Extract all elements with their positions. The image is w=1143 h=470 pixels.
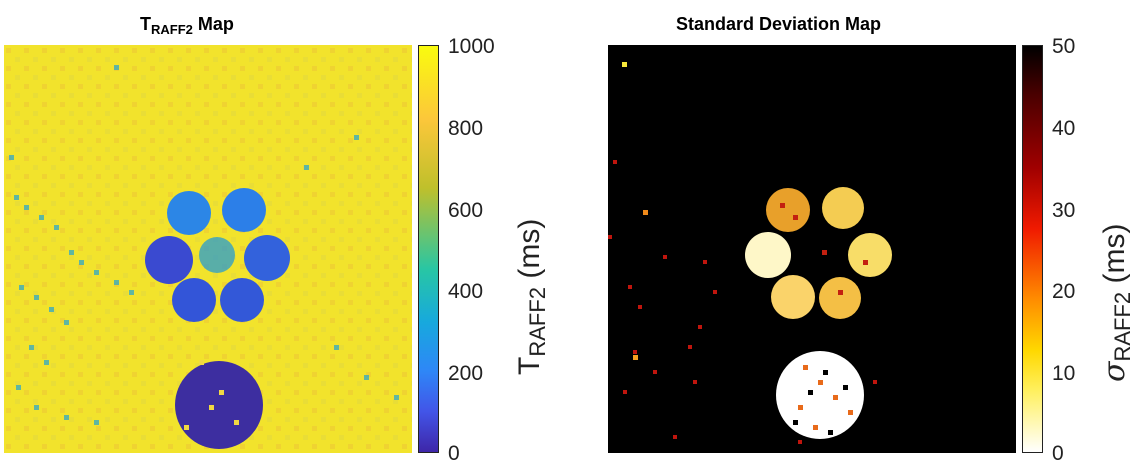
left-map-title: TRAFF2 Map [140, 14, 234, 37]
cbar-tick: 400 [448, 280, 484, 303]
label-unit: (ms) [1098, 223, 1131, 292]
title-sub: RAFF2 [151, 22, 193, 37]
sd-map-image [608, 45, 1016, 453]
label-sub: RAFF2 [1110, 291, 1135, 362]
cbar-tick: 600 [448, 199, 484, 222]
cbar-tick: 40 [1052, 117, 1076, 140]
label-symbol: σ [1097, 361, 1132, 382]
cbar-tick: 1000 [448, 35, 495, 58]
cbar-tick: 0 [1052, 442, 1064, 465]
vial-array [745, 187, 892, 439]
cbar-tick: 0 [448, 442, 460, 465]
trapp2-map-image [4, 45, 412, 453]
cbar-tick: 200 [448, 362, 484, 385]
cbar-tick: 30 [1052, 199, 1076, 222]
vial-array [145, 188, 290, 449]
label-sub: RAFF2 [525, 286, 550, 357]
trapp2-colorbar-label: TRAFF2 (ms) [513, 219, 551, 375]
sd-colorbar-label: σRAFF2 (ms) [1097, 224, 1136, 382]
sd-colorbar [1022, 45, 1043, 453]
noise-pixels [608, 160, 877, 444]
title-rest: Map [192, 14, 234, 34]
streak-artifact [9, 65, 399, 425]
sd-map-title: Standard Deviation Map [676, 14, 882, 34]
title-main: T [140, 14, 151, 34]
cbar-tick: 50 [1052, 35, 1076, 58]
cbar-tick: 10 [1052, 362, 1076, 385]
label-unit: (ms) [513, 218, 546, 287]
cbar-tick: 800 [448, 117, 484, 140]
trapp2-colorbar [418, 45, 439, 453]
cbar-tick: 20 [1052, 280, 1076, 303]
label-main: T [513, 356, 546, 375]
